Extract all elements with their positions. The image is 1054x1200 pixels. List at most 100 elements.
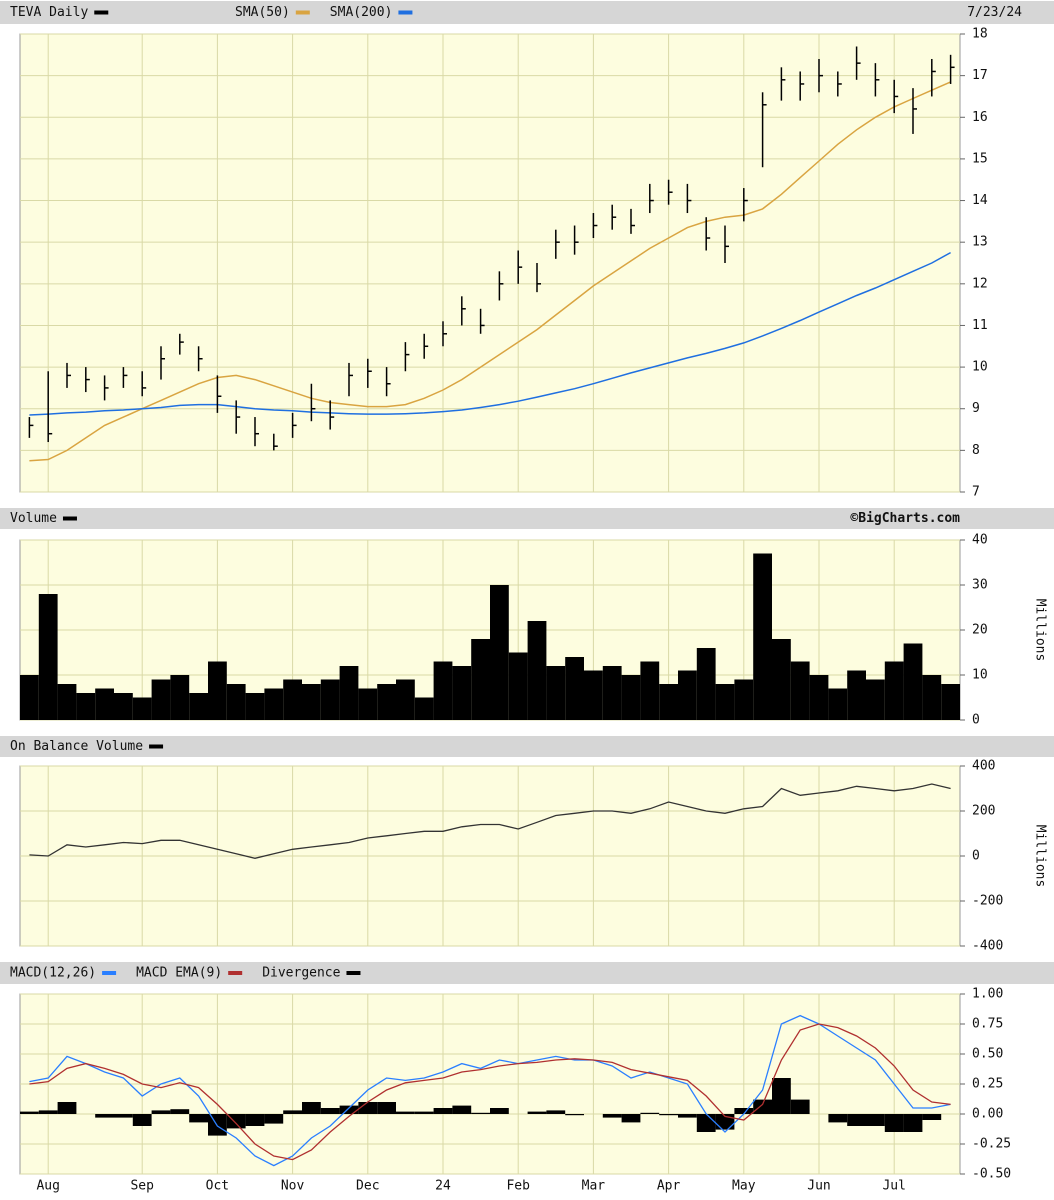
x-tick-label: Jul bbox=[882, 1179, 905, 1194]
bar bbox=[38, 594, 58, 720]
y-axis-label: Millions bbox=[1033, 825, 1048, 888]
bar bbox=[602, 1114, 622, 1118]
bar bbox=[132, 697, 152, 720]
legend-entry: Divergence bbox=[262, 966, 340, 981]
x-tick-label: 24 bbox=[435, 1179, 451, 1194]
bar bbox=[358, 1102, 378, 1114]
y-tick-label: 14 bbox=[972, 193, 988, 208]
bar bbox=[640, 1112, 660, 1114]
bar bbox=[678, 670, 697, 720]
bar bbox=[922, 675, 942, 720]
bar bbox=[377, 1102, 396, 1114]
bar bbox=[358, 688, 378, 720]
y-tick-label: 10 bbox=[972, 360, 988, 375]
y-tick-label: 17 bbox=[972, 68, 988, 83]
legend-swatch bbox=[102, 971, 117, 975]
bar bbox=[884, 1114, 904, 1132]
y-tick-label: 200 bbox=[972, 804, 995, 819]
bar bbox=[941, 684, 960, 720]
y-tick-label: 0.25 bbox=[972, 1077, 1003, 1092]
bar bbox=[302, 684, 321, 720]
bar bbox=[753, 1099, 772, 1114]
legend-swatch bbox=[149, 744, 164, 749]
bar bbox=[189, 693, 208, 720]
bar bbox=[226, 1114, 246, 1129]
series-line bbox=[29, 251, 951, 416]
bar bbox=[57, 1102, 77, 1114]
bar bbox=[339, 666, 359, 720]
bar bbox=[433, 661, 453, 720]
bar bbox=[772, 639, 791, 720]
bar bbox=[546, 666, 566, 720]
bar bbox=[847, 1114, 866, 1126]
bar bbox=[414, 1111, 434, 1114]
bar bbox=[264, 1114, 284, 1124]
bar bbox=[903, 1114, 923, 1132]
y-tick-label: 16 bbox=[972, 110, 988, 125]
bar bbox=[640, 661, 660, 720]
series-line bbox=[29, 1023, 951, 1161]
bar bbox=[151, 1110, 171, 1114]
y-tick-label: 20 bbox=[972, 623, 988, 638]
bar bbox=[546, 1110, 566, 1114]
bar bbox=[753, 553, 772, 720]
bar bbox=[245, 693, 265, 720]
bar bbox=[734, 1108, 754, 1114]
y-tick-label: 13 bbox=[972, 235, 988, 250]
y-tick-label: 30 bbox=[972, 578, 988, 593]
panel-header bbox=[0, 508, 1054, 529]
bar bbox=[696, 1114, 716, 1132]
legend-entry: MACD EMA(9) bbox=[136, 966, 222, 981]
bar bbox=[527, 621, 547, 720]
bar bbox=[621, 675, 641, 720]
series-line bbox=[29, 1014, 951, 1167]
bar bbox=[396, 1111, 415, 1114]
panel-header bbox=[0, 962, 1054, 984]
bar bbox=[659, 684, 678, 720]
series-line bbox=[29, 783, 951, 859]
bar bbox=[790, 661, 810, 720]
legend-entry: MACD(12,26) bbox=[10, 966, 96, 981]
bar bbox=[20, 675, 39, 720]
bar bbox=[114, 1114, 133, 1118]
bar bbox=[866, 1114, 885, 1126]
x-tick-label: Mar bbox=[582, 1179, 606, 1194]
bar bbox=[809, 675, 829, 720]
bar bbox=[114, 693, 133, 720]
x-tick-label: May bbox=[732, 1179, 756, 1194]
legend-title: TEVA Daily bbox=[10, 5, 88, 20]
bar bbox=[884, 661, 904, 720]
panel-header bbox=[0, 736, 1054, 757]
y-tick-label: 15 bbox=[972, 151, 988, 166]
legend-swatch bbox=[295, 10, 310, 15]
bar bbox=[452, 1105, 472, 1114]
plot-area bbox=[19, 33, 961, 493]
y-tick-label: -0.25 bbox=[972, 1137, 1011, 1152]
bar bbox=[414, 697, 434, 720]
bar bbox=[396, 679, 415, 720]
y-tick-label: 12 bbox=[972, 276, 988, 291]
bar bbox=[20, 1111, 39, 1114]
bar bbox=[772, 1078, 791, 1114]
y-tick-label: 1.00 bbox=[972, 987, 1003, 1002]
y-tick-label: 0.50 bbox=[972, 1047, 1003, 1062]
x-tick-label: Feb bbox=[506, 1179, 530, 1194]
bar bbox=[320, 1108, 340, 1114]
bar bbox=[283, 1110, 302, 1114]
legend-swatch bbox=[228, 971, 243, 975]
bar bbox=[95, 688, 114, 720]
bar bbox=[170, 1109, 190, 1114]
bar bbox=[847, 670, 866, 720]
bar bbox=[490, 1108, 509, 1114]
series-line bbox=[29, 81, 951, 462]
x-tick-label: Oct bbox=[206, 1179, 229, 1194]
bar bbox=[621, 1114, 641, 1123]
y-tick-label: 40 bbox=[972, 533, 988, 548]
bar bbox=[226, 684, 246, 720]
bar bbox=[245, 1114, 265, 1126]
bar bbox=[302, 1102, 321, 1114]
bar bbox=[828, 688, 848, 720]
y-tick-label: 9 bbox=[972, 401, 980, 416]
x-tick-label: Apr bbox=[657, 1179, 681, 1194]
